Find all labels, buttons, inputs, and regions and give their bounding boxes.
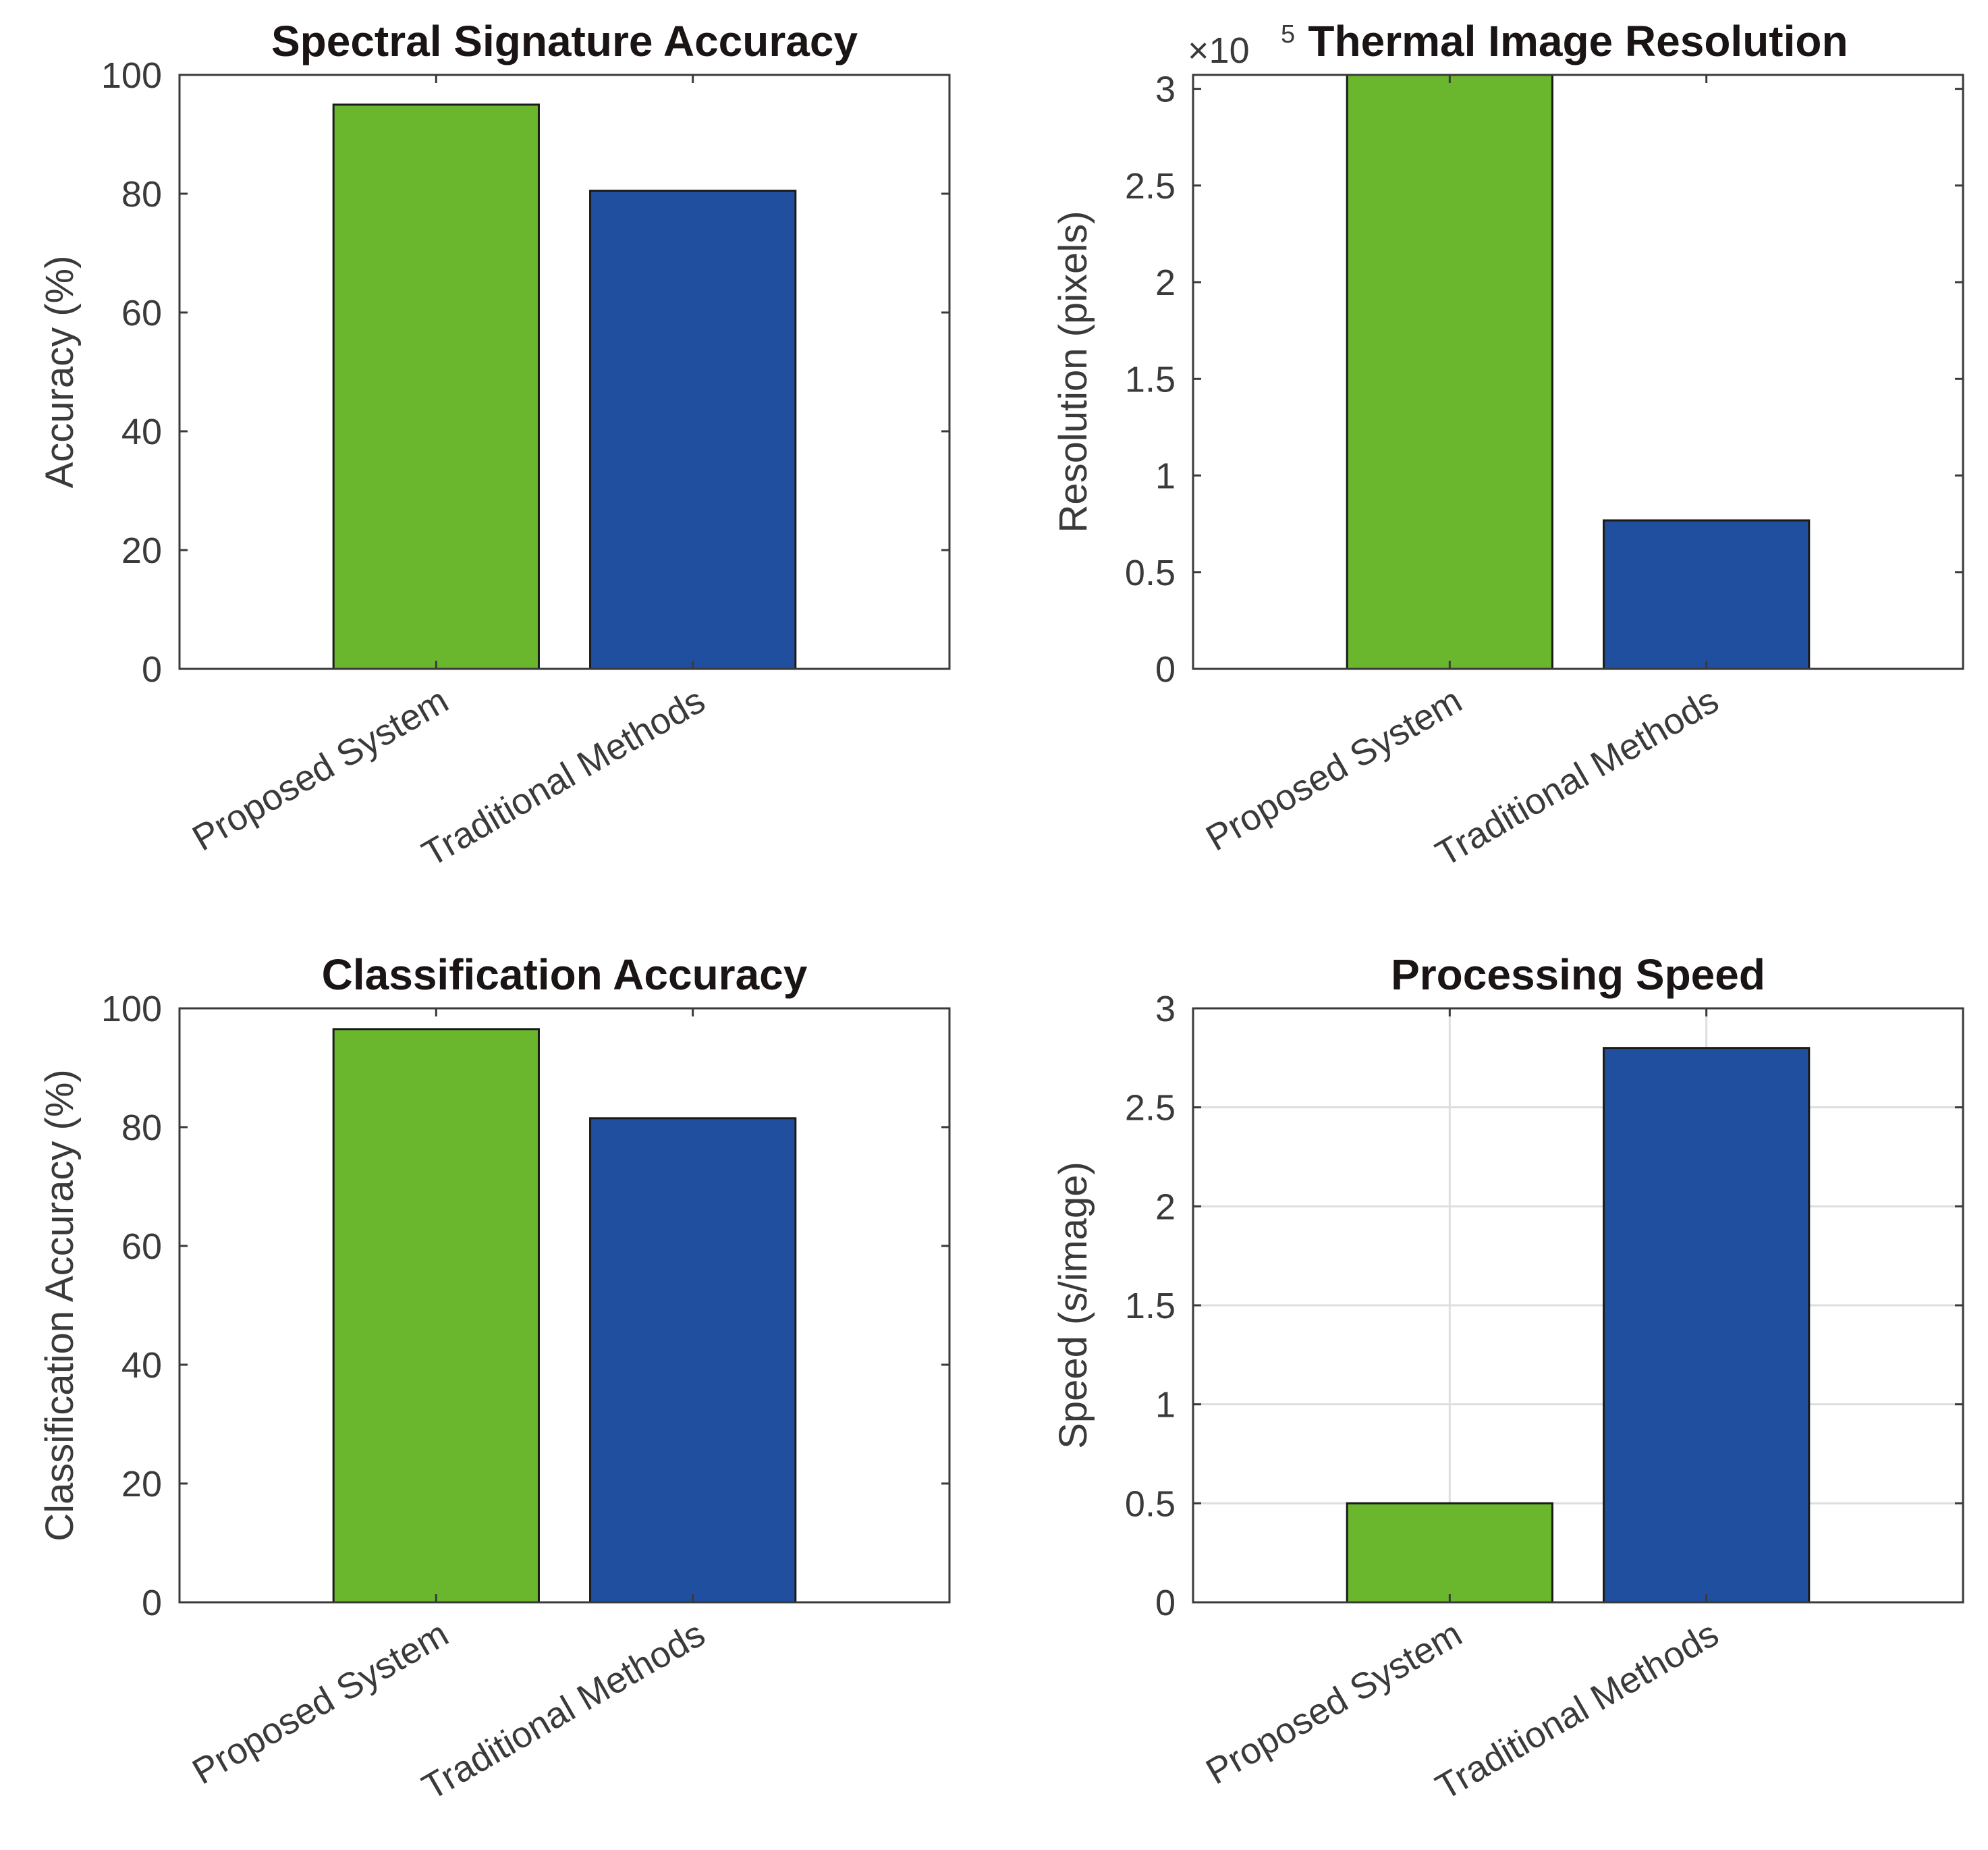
y-tick-label: 0 [1155,649,1176,690]
x-tick-label-traditional-methods: Traditional Methods [1429,1613,1725,1807]
plot-area [1193,75,1963,669]
x-tick-label-proposed-system: Proposed System [1199,1613,1468,1792]
y-tick-label: 1.5 [1125,359,1176,400]
y-tick-label: 0 [142,649,162,690]
bar-group [1346,1047,1811,1602]
y-tick-label: 60 [121,293,162,333]
x-tick-label-proposed-system: Proposed System [186,680,455,859]
bar-proposed-system [1346,75,1553,669]
plot-area [180,75,949,669]
bar-group [332,1028,797,1602]
bar-traditional-methods [1603,1047,1811,1602]
bar-proposed-system [332,1028,540,1602]
y-tick-label: 0 [1155,1583,1176,1623]
y-tick-label: 80 [121,174,162,215]
y-tick-label: 1.5 [1125,1286,1176,1326]
y-tick-label: 60 [121,1226,162,1267]
axes-box [1192,74,1964,670]
chart-title: Thermal Image Resolution [1308,17,1848,65]
bar-proposed-system [332,103,540,669]
y-tick-label: 2.5 [1125,166,1176,207]
x-tick-label-proposed-system: Proposed System [1199,680,1468,859]
y-tick-label: 100 [101,55,162,96]
bar-traditional-methods [589,1117,797,1602]
y-axis-label: Speed (s/image) [1051,1162,1095,1449]
bar-proposed-system [1346,1502,1553,1602]
y-tick-label: 20 [121,530,162,571]
x-tick-label-traditional-methods: Traditional Methods [1429,680,1725,874]
x-tick-label-proposed-system: Proposed System [186,1613,455,1792]
y-tick-label: 1 [1155,1385,1176,1425]
panel-processing-speed: 0 0.5 1 1.5 2 2.5 3 Proposed SystemTraditional … [1051,950,1964,1808]
y-axis-label: Classification Accuracy (%) [38,1069,82,1541]
y-axis-label: Accuracy (%) [38,256,82,489]
y-tick-label: 80 [121,1108,162,1148]
y-tick-label: 2 [1155,263,1176,303]
y-axis-multiplier: ×10 [1188,30,1250,71]
y-tick-label: 3 [1155,70,1176,110]
x-tick-label-traditional-methods: Traditional Methods [416,1613,712,1807]
y-tick-label: 0.5 [1125,1484,1176,1524]
y-tick-label: 3 [1155,989,1176,1029]
chart-title: Classification Accuracy [322,950,808,999]
axes-box [178,1007,951,1604]
y-tick-label: 40 [121,412,162,452]
y-tick-label: 2.5 [1125,1088,1176,1128]
y-axis-label: Resolution (pixels) [1051,211,1095,533]
bar-traditional-methods [589,190,797,669]
bar-traditional-methods [1603,519,1811,669]
plot-area [180,1008,949,1602]
y-tick-label: 100 [101,989,162,1029]
y-axis-exponent: 5 [1281,20,1295,49]
y-tick-label: 1 [1155,456,1176,497]
chart-title: Spectral Signature Accuracy [271,17,858,65]
chart-title: Processing Speed [1391,950,1765,999]
y-tick-label: 0 [142,1583,162,1623]
y-tick-label: 40 [121,1345,162,1386]
bar-group [332,103,797,669]
x-tick-label-traditional-methods: Traditional Methods [416,680,712,874]
y-tick-label: 0.5 [1125,553,1176,593]
axes-box [178,74,951,670]
y-tick-label: 20 [121,1464,162,1504]
y-tick-label: 2 [1155,1187,1176,1227]
panel-thermal-image-resolution: 0 0.5 1 1.5 2 2.5 3 Proposed SystemTraditional … [1051,17,1964,875]
bar-group [1346,75,1811,669]
